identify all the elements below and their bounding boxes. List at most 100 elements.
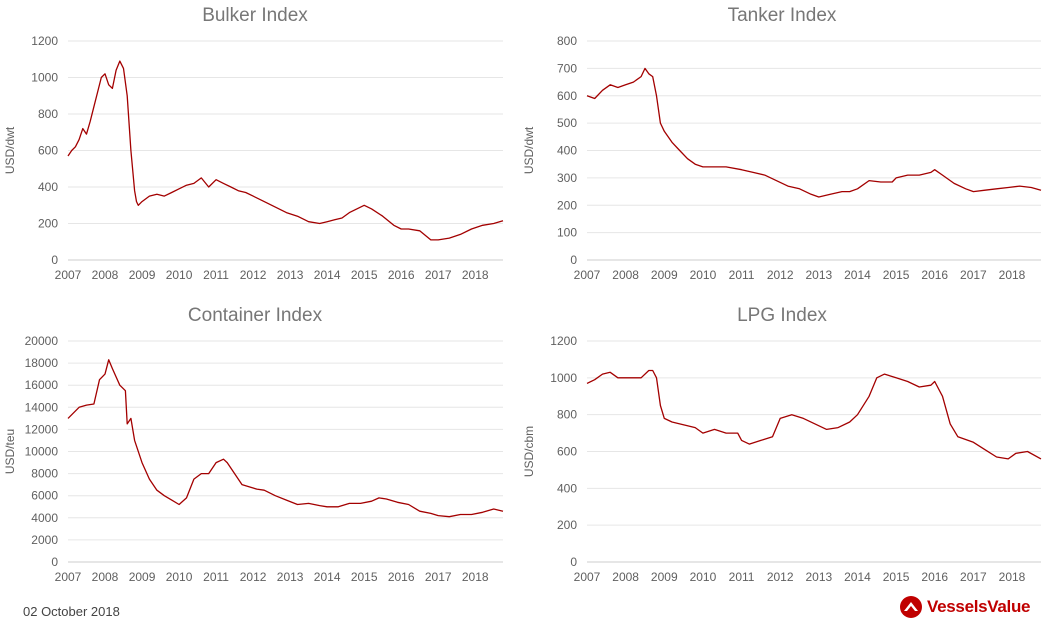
- y-tick-label: 600: [557, 89, 577, 103]
- y-tick-label: 8000: [31, 467, 58, 481]
- y-tick-label: 14000: [25, 400, 59, 414]
- x-tick-label: 2007: [574, 268, 601, 282]
- x-tick-label: 2017: [425, 570, 452, 584]
- chart-0: Bulker Index 0 200 400 600 800 1000 1200 2007 200…: [3, 5, 504, 282]
- y-tick-label: 1000: [31, 71, 58, 85]
- y-tick-label: 400: [557, 481, 577, 495]
- vesselsvalue-logo-icon: [900, 596, 922, 618]
- x-tick-label: 2018: [462, 570, 489, 584]
- chart-1: Tanker Index 0 100 200 300 400 500 600 700 800 200…: [522, 5, 1042, 282]
- x-tick-label: 2016: [921, 570, 948, 584]
- x-tick-label: 2012: [767, 570, 794, 584]
- x-tick-label: 2018: [999, 570, 1026, 584]
- y-tick-label: 800: [38, 107, 58, 121]
- y-axis-label: USD/dwt: [3, 126, 17, 174]
- y-tick-label: 20000: [25, 334, 59, 348]
- x-tick-label: 2011: [729, 570, 755, 584]
- report-date: 02 October 2018: [23, 604, 120, 619]
- x-tick-label: 2008: [612, 570, 639, 584]
- y-tick-label: 6000: [31, 489, 58, 503]
- y-tick-label: 400: [557, 144, 577, 158]
- chart-title: LPG Index: [737, 305, 827, 326]
- x-tick-label: 2016: [388, 268, 415, 282]
- x-tick-label: 2017: [960, 268, 987, 282]
- x-tick-label: 2010: [166, 570, 193, 584]
- chart-3: LPG Index 0 200 400 600 800 1000 1200 2007 2008 20…: [522, 305, 1042, 584]
- y-tick-label: 2000: [31, 533, 58, 547]
- x-tick-label: 2016: [921, 268, 948, 282]
- x-tick-label: 2008: [612, 268, 639, 282]
- x-tick-label: 2009: [651, 268, 678, 282]
- x-tick-label: 2013: [805, 570, 832, 584]
- x-tick-label: 2015: [883, 268, 910, 282]
- y-tick-label: 16000: [25, 378, 59, 392]
- x-tick-label: 2015: [351, 570, 378, 584]
- y-tick-label: 400: [38, 180, 58, 194]
- x-tick-label: 2009: [651, 570, 678, 584]
- y-tick-label: 1200: [31, 34, 58, 48]
- y-tick-label: 800: [557, 34, 577, 48]
- x-tick-label: 2011: [729, 268, 755, 282]
- x-tick-label: 2010: [690, 570, 717, 584]
- chart-title: Bulker Index: [202, 5, 308, 26]
- x-tick-label: 2011: [203, 570, 229, 584]
- y-tick-label: 12000: [25, 422, 59, 436]
- y-tick-label: 500: [557, 116, 577, 130]
- chart-title: Tanker Index: [728, 5, 837, 26]
- y-axis-label: USD/cbm: [522, 426, 536, 477]
- y-tick-label: 600: [557, 445, 577, 459]
- series-line: [67, 60, 504, 241]
- x-tick-label: 2014: [314, 570, 341, 584]
- x-tick-label: 2018: [999, 268, 1026, 282]
- chart-2: Container Index 0 2000 4000 6000 8000 10000 120…: [3, 305, 504, 584]
- y-tick-label: 700: [557, 61, 577, 75]
- brand-name: VesselsValue: [927, 597, 1031, 616]
- x-tick-label: 2009: [129, 268, 156, 282]
- y-tick-label: 0: [51, 555, 58, 569]
- x-tick-label: 2017: [425, 268, 452, 282]
- series-line: [586, 369, 1042, 460]
- y-tick-label: 300: [557, 171, 577, 185]
- y-tick-label: 4000: [31, 511, 58, 525]
- series-line: [586, 67, 1042, 198]
- y-tick-label: 0: [51, 253, 58, 267]
- x-tick-label: 2012: [240, 570, 267, 584]
- x-tick-label: 2016: [388, 570, 415, 584]
- y-tick-label: 0: [570, 253, 577, 267]
- y-tick-label: 18000: [25, 356, 59, 370]
- y-tick-label: 10000: [25, 445, 59, 459]
- series-line: [67, 359, 504, 518]
- x-tick-label: 2017: [960, 570, 987, 584]
- y-tick-label: 100: [557, 226, 577, 240]
- x-tick-label: 2007: [55, 570, 82, 584]
- x-tick-label: 2013: [277, 268, 304, 282]
- x-tick-label: 2007: [574, 570, 601, 584]
- x-tick-label: 2015: [883, 570, 910, 584]
- y-axis-label: USD/dwt: [522, 126, 536, 174]
- x-tick-label: 2015: [351, 268, 378, 282]
- x-tick-label: 2018: [462, 268, 489, 282]
- x-tick-label: 2007: [55, 268, 82, 282]
- x-tick-label: 2012: [240, 268, 267, 282]
- x-tick-label: 2013: [277, 570, 304, 584]
- x-tick-label: 2014: [844, 570, 871, 584]
- x-tick-label: 2014: [314, 268, 341, 282]
- x-tick-label: 2009: [129, 570, 156, 584]
- x-tick-label: 2010: [690, 268, 717, 282]
- x-tick-label: 2008: [92, 268, 119, 282]
- y-tick-label: 200: [557, 198, 577, 212]
- x-tick-label: 2008: [92, 570, 119, 584]
- y-tick-label: 600: [38, 144, 58, 158]
- y-tick-label: 1000: [550, 371, 577, 385]
- x-tick-label: 2011: [203, 268, 229, 282]
- x-tick-label: 2012: [767, 268, 794, 282]
- y-tick-label: 1200: [550, 334, 577, 348]
- y-tick-label: 0: [570, 555, 577, 569]
- x-tick-label: 2013: [805, 268, 832, 282]
- y-tick-label: 200: [557, 518, 577, 532]
- y-axis-label: USD/teu: [3, 429, 17, 474]
- x-tick-label: 2010: [166, 268, 193, 282]
- y-tick-label: 800: [557, 408, 577, 422]
- brand-logo: VesselsValue: [900, 594, 1031, 620]
